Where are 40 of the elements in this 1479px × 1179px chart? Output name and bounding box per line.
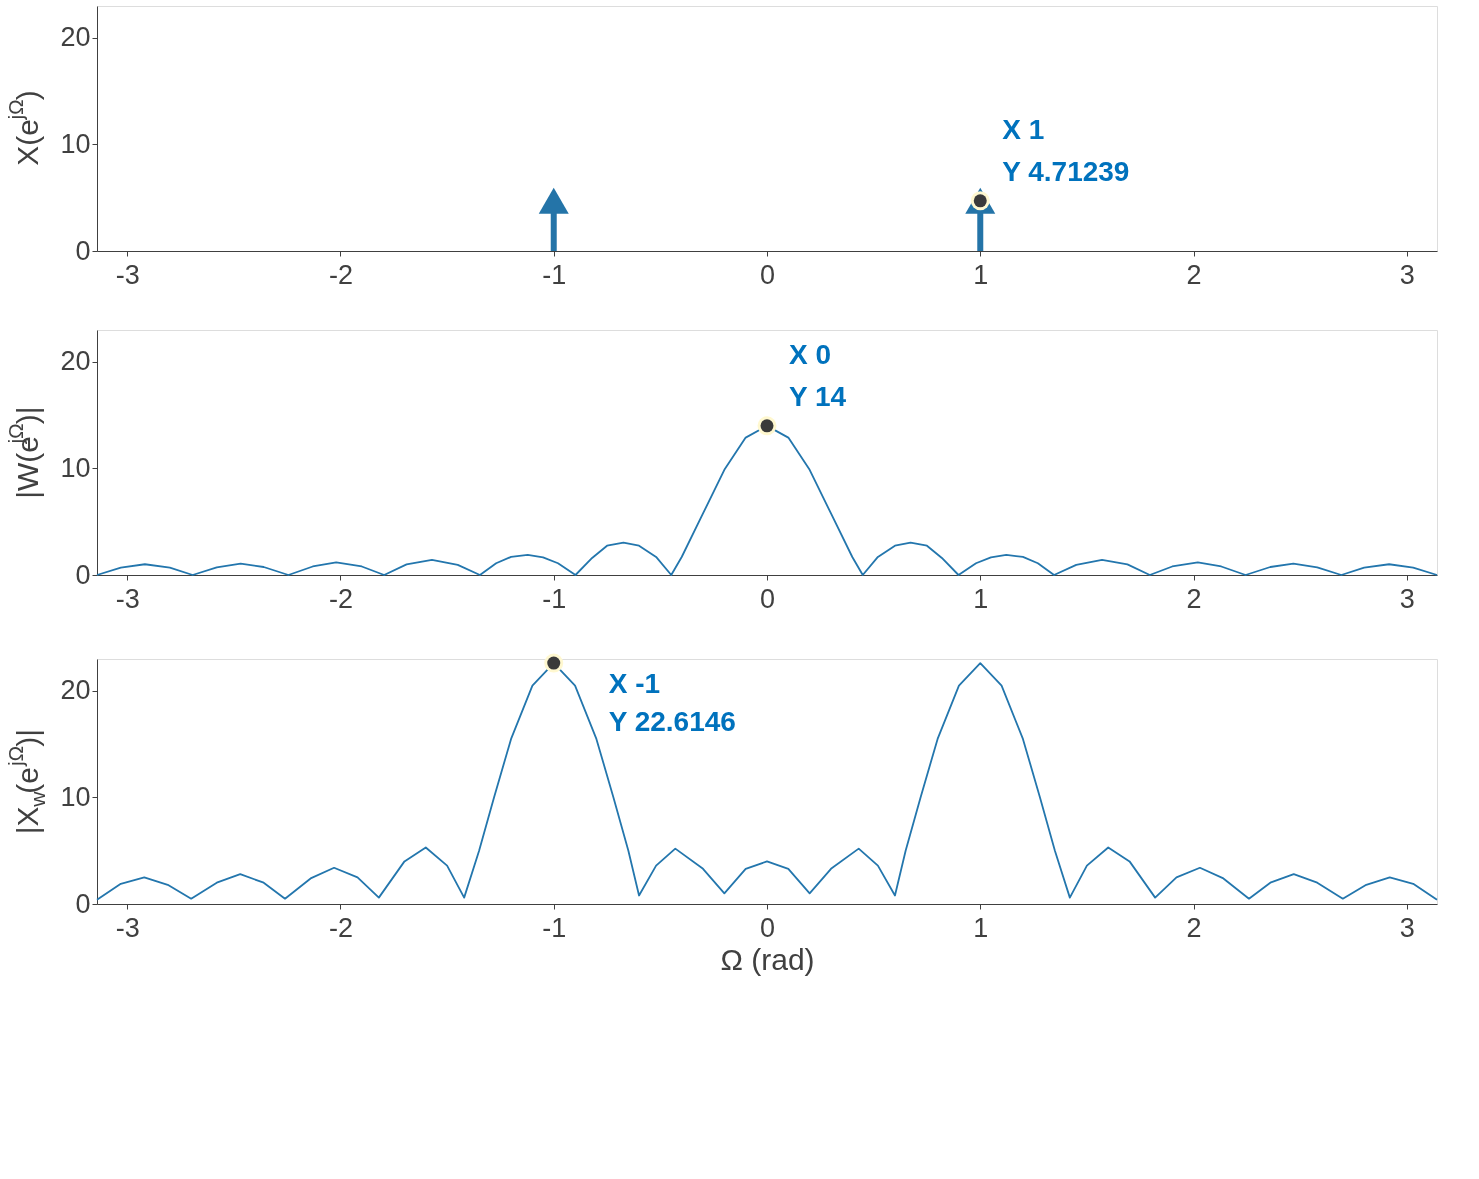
annotation: Y 14 [789,380,847,412]
y-axis-title: |W(ejΩ)| [4,406,44,499]
x-tick-label: 3 [1399,259,1415,290]
annotation: X -1 [608,668,661,700]
x-tick-label: 2 [1186,259,1202,290]
y-tick-label: 20 [60,675,91,706]
y-tick-label: 0 [75,888,91,919]
x-tick-label: 2 [1186,912,1202,943]
y-tick-label: 10 [60,128,91,159]
x-tick-label: 3 [1399,912,1415,943]
y-tick-label: 10 [60,781,91,812]
x-tick-label: -3 [115,259,140,290]
x-tick-label: -1 [542,583,567,614]
y-tick-label: 0 [75,235,91,266]
y-axis-title: X(ejΩ) [4,90,44,166]
x-tick-label: -1 [542,259,567,290]
x-tick-label: 2 [1186,583,1202,614]
y-tick-label: 0 [75,559,91,590]
y-axis-title: |Xw(ejΩ)| [4,728,49,835]
x-tick-label: 1 [973,259,989,290]
x-tick-label: 0 [759,912,776,943]
annotation: Y 4.71239 [1002,155,1130,187]
y-tick-label: 10 [60,452,91,483]
x-tick-label: 1 [973,912,989,943]
x-tick-label: -2 [328,912,353,943]
x-tick-label: -1 [542,912,567,943]
annotation: X 0 [789,338,832,370]
x-tick-label: -3 [115,912,140,943]
annotation: Y 22.6146 [608,706,736,738]
x-tick-label: -3 [115,583,140,614]
x-tick-label: -2 [328,259,353,290]
y-tick-label: 20 [60,22,91,53]
y-tick-label: 20 [60,346,91,377]
x-tick-label: 3 [1399,583,1415,614]
annotation: X 1 [1002,113,1045,145]
x-tick-label: 0 [759,259,776,290]
x-tick-label: -2 [328,583,353,614]
x-axis-title: Ω (rad) [720,942,815,976]
x-tick-label: 0 [759,583,776,614]
x-tick-label: 1 [973,583,989,614]
